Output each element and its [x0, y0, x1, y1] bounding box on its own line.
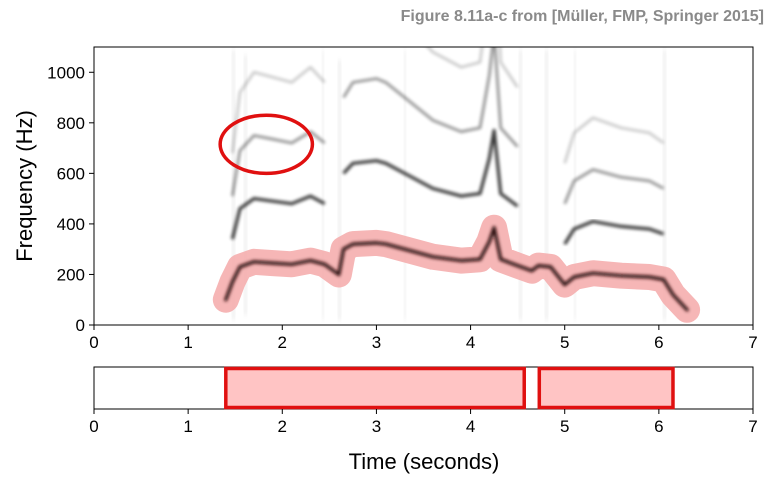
harmonic-3-segment-2: [342, 47, 519, 148]
segment-2: [537, 366, 675, 410]
x-tick-label: 7: [748, 333, 757, 352]
y-axis-label: Frequency (Hz): [12, 110, 37, 262]
circled-harmonic-annotation: [218, 113, 315, 176]
harmonic-4-segment-3: [563, 116, 665, 164]
spectrogram-plot: 0 200 400 600 800 1000 0 1 2 3 4 5 6 7 Frequency (Hz…: [12, 46, 758, 352]
harmonic-4-segment-2: [426, 47, 519, 89]
y-tick-label: 200: [57, 265, 85, 284]
harmonic-2-segment-3: [563, 219, 665, 245]
timeline-x-axis: 0 1 2 3 4 5 6 7: [89, 409, 758, 436]
f0-trajectory: [224, 226, 689, 312]
segment-1: [224, 366, 526, 410]
x-tick-label: 2: [278, 333, 287, 352]
timeline-tick-label: 2: [278, 417, 287, 436]
y-tick-label: 600: [57, 164, 85, 183]
spectrogram-x-axis: 0 1 2 3 4 5 6 7: [89, 325, 758, 352]
y-tick-label: 1000: [47, 63, 85, 82]
x-tick-label: 1: [183, 333, 192, 352]
segments: [224, 366, 675, 410]
timeline-tick-label: 6: [654, 417, 663, 436]
harmonic-2-segment-2: [342, 128, 519, 208]
y-tick-label: 0: [76, 316, 85, 335]
segment-timeline: 0 1 2 3 4 5 6 7 Time (seconds): [89, 366, 758, 474]
spectrogram-y-axis: 0 200 400 600 800 1000: [47, 63, 94, 335]
x-tick-label: 0: [89, 333, 98, 352]
x-tick-label: 4: [466, 333, 475, 352]
timeline-tick-label: 5: [560, 417, 569, 436]
harmonic-partials: [230, 47, 665, 245]
x-tick-label: 5: [560, 333, 569, 352]
y-tick-label: 800: [57, 114, 85, 133]
harmonic-4-segment-1: [231, 65, 326, 154]
harmonic-3-segment-1: [231, 130, 326, 197]
x-axis-label: Time (seconds): [349, 449, 500, 474]
y-tick-label: 400: [57, 215, 85, 234]
timeline-tick-label: 4: [466, 417, 475, 436]
figure-caption: Figure 8.11a-c from [Müller, FMP, Spring…: [400, 8, 764, 25]
harmonic-2-segment-1: [230, 194, 326, 240]
timeline-tick-label: 1: [183, 417, 192, 436]
harmonic-3-segment-3: [563, 168, 665, 205]
timeline-tick-label: 3: [372, 417, 381, 436]
x-tick-label: 6: [654, 333, 663, 352]
timeline-tick-label: 0: [89, 417, 98, 436]
timeline-tick-label: 7: [748, 417, 757, 436]
x-tick-label: 3: [372, 333, 381, 352]
